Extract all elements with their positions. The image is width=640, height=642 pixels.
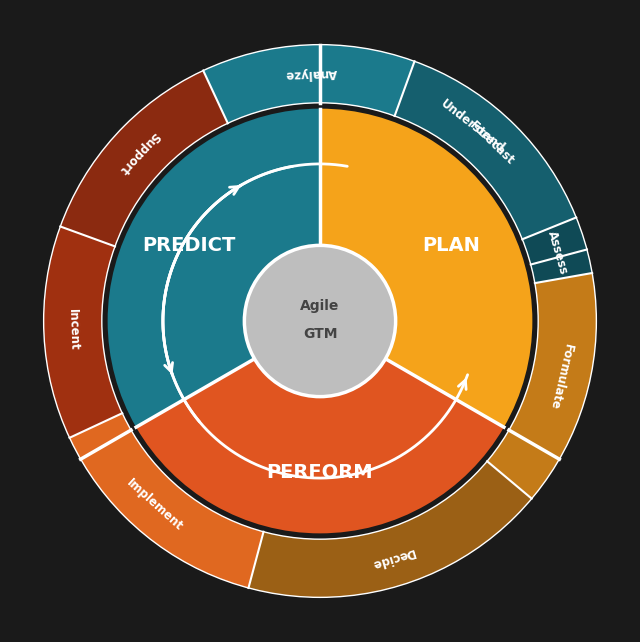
Text: Formulate: Formulate	[547, 342, 575, 411]
Wedge shape	[136, 359, 504, 534]
Text: Analyze: Analyze	[285, 67, 337, 82]
Wedge shape	[204, 45, 415, 123]
Text: Incent: Incent	[66, 309, 80, 351]
Text: Support: Support	[116, 128, 162, 176]
Text: Understand: Understand	[438, 97, 507, 155]
Text: Decide: Decide	[369, 544, 416, 570]
Circle shape	[244, 245, 396, 397]
Wedge shape	[320, 108, 532, 427]
Wedge shape	[487, 250, 596, 499]
Text: GTM: GTM	[303, 327, 337, 341]
Wedge shape	[70, 413, 264, 588]
Text: Implement: Implement	[124, 476, 185, 534]
Text: PLAN: PLAN	[422, 236, 480, 255]
Wedge shape	[60, 71, 228, 247]
Text: PERFORM: PERFORM	[267, 463, 373, 482]
Text: Forecast: Forecast	[467, 119, 516, 168]
Text: Agile: Agile	[300, 299, 340, 313]
Wedge shape	[44, 227, 122, 438]
Wedge shape	[522, 218, 592, 283]
Text: Assess: Assess	[545, 229, 570, 276]
Wedge shape	[248, 461, 532, 597]
Wedge shape	[395, 61, 576, 239]
Text: PREDICT: PREDICT	[142, 236, 236, 255]
Wedge shape	[108, 108, 320, 427]
Wedge shape	[320, 45, 587, 265]
